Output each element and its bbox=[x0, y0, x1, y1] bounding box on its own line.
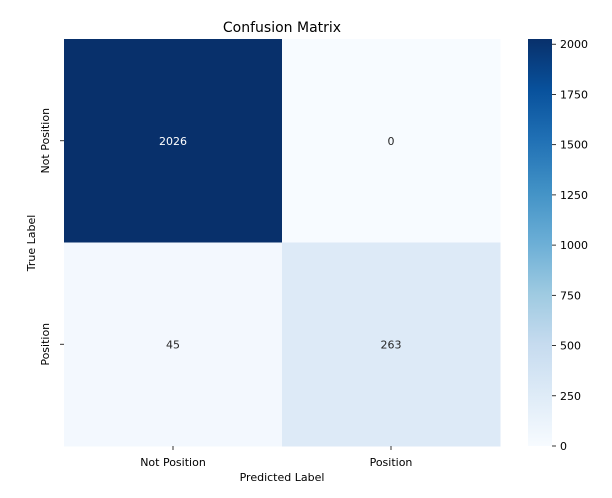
colorbar-ticks: 0 250 500 750 1000 1250 1500 1750 2000 bbox=[552, 38, 588, 453]
x-tick-label: Not Position bbox=[140, 456, 206, 469]
heatmap-cell-r1-c1 bbox=[282, 242, 501, 447]
y-axis-ticks: Not Position Position bbox=[39, 108, 64, 366]
y-axis-label: True Label bbox=[25, 215, 38, 273]
cell-value-r1-c0: 45 bbox=[166, 338, 180, 351]
cell-value-r0-c0: 2026 bbox=[159, 135, 187, 148]
y-tick-label: Not Position bbox=[39, 108, 52, 174]
heatmap-cell-r0-c1 bbox=[282, 39, 501, 243]
heatmap-cells bbox=[64, 39, 501, 447]
colorbar-tick-label: 2000 bbox=[560, 38, 588, 51]
chart-title: Confusion Matrix bbox=[223, 20, 341, 36]
colorbar-tick-label: 750 bbox=[560, 289, 581, 302]
colorbar bbox=[528, 39, 552, 446]
x-axis-label: Predicted Label bbox=[240, 471, 325, 484]
heatmap-cell-r0-c0 bbox=[64, 39, 283, 243]
x-tick-label: Position bbox=[370, 456, 413, 469]
colorbar-tick-label: 0 bbox=[560, 440, 567, 453]
colorbar-tick-label: 250 bbox=[560, 390, 581, 403]
heatmap-cell-r1-c0 bbox=[64, 242, 283, 447]
colorbar-tick-label: 1000 bbox=[560, 239, 588, 252]
y-tick-label: Position bbox=[39, 323, 52, 366]
colorbar-tick-label: 1500 bbox=[560, 139, 588, 152]
cell-value-r0-c1: 0 bbox=[388, 135, 395, 148]
heatmap-cell-labels: 2026 0 45 263 bbox=[159, 135, 402, 352]
cell-value-r1-c1: 263 bbox=[381, 338, 402, 351]
x-axis-ticks: Not Position Position bbox=[140, 446, 412, 469]
colorbar-tick-label: 1750 bbox=[560, 88, 588, 101]
colorbar-tick-label: 500 bbox=[560, 340, 581, 353]
colorbar-tick-label: 1250 bbox=[560, 189, 588, 202]
